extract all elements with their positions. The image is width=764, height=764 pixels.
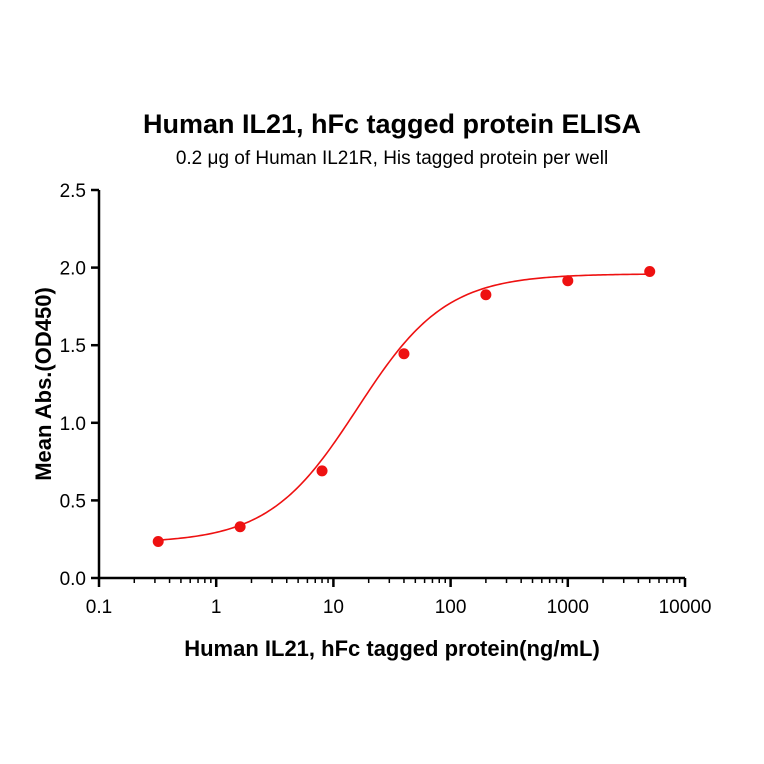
x-tick-label: 1 xyxy=(211,597,222,618)
data-point xyxy=(562,275,574,287)
data-point xyxy=(152,536,164,548)
fit-curve xyxy=(158,273,650,541)
y-tick-label: 2.5 xyxy=(60,181,86,202)
x-tick-label: 10 xyxy=(323,597,344,618)
data-point xyxy=(480,289,492,301)
data-point xyxy=(398,348,410,360)
y-tick-label: 2.0 xyxy=(60,259,86,280)
x-tick-label: 1000 xyxy=(547,597,589,618)
chart-subtitle: 0.2 μg of Human IL21R, His tagged protei… xyxy=(176,148,608,169)
y-tick-label: 0.5 xyxy=(60,491,86,512)
y-tick-label: 1.0 xyxy=(60,414,86,435)
y-axis-label: Mean Abs.(OD450) xyxy=(31,287,56,481)
x-tick-label: 100 xyxy=(435,597,467,618)
data-point xyxy=(316,465,328,477)
data-points xyxy=(152,265,656,548)
chart-title: Human IL21, hFc tagged protein ELISA xyxy=(143,109,641,139)
y-axis-ticks: 0.0 0.5 1.0 1.5 2.0 2.5 xyxy=(60,181,99,590)
x-tick-label: 10000 xyxy=(659,597,712,618)
x-axis-label: Human IL21, hFc tagged protein(ng/mL) xyxy=(184,636,600,661)
x-tick-label: 0.1 xyxy=(86,597,112,618)
y-tick-label: 1.5 xyxy=(60,336,86,357)
x-axis-ticks: 0.1 1 10 100 1000 10000 xyxy=(86,578,712,618)
data-point xyxy=(234,521,246,533)
axes xyxy=(97,190,685,580)
y-tick-label: 0.0 xyxy=(60,569,86,590)
data-point xyxy=(644,265,656,277)
